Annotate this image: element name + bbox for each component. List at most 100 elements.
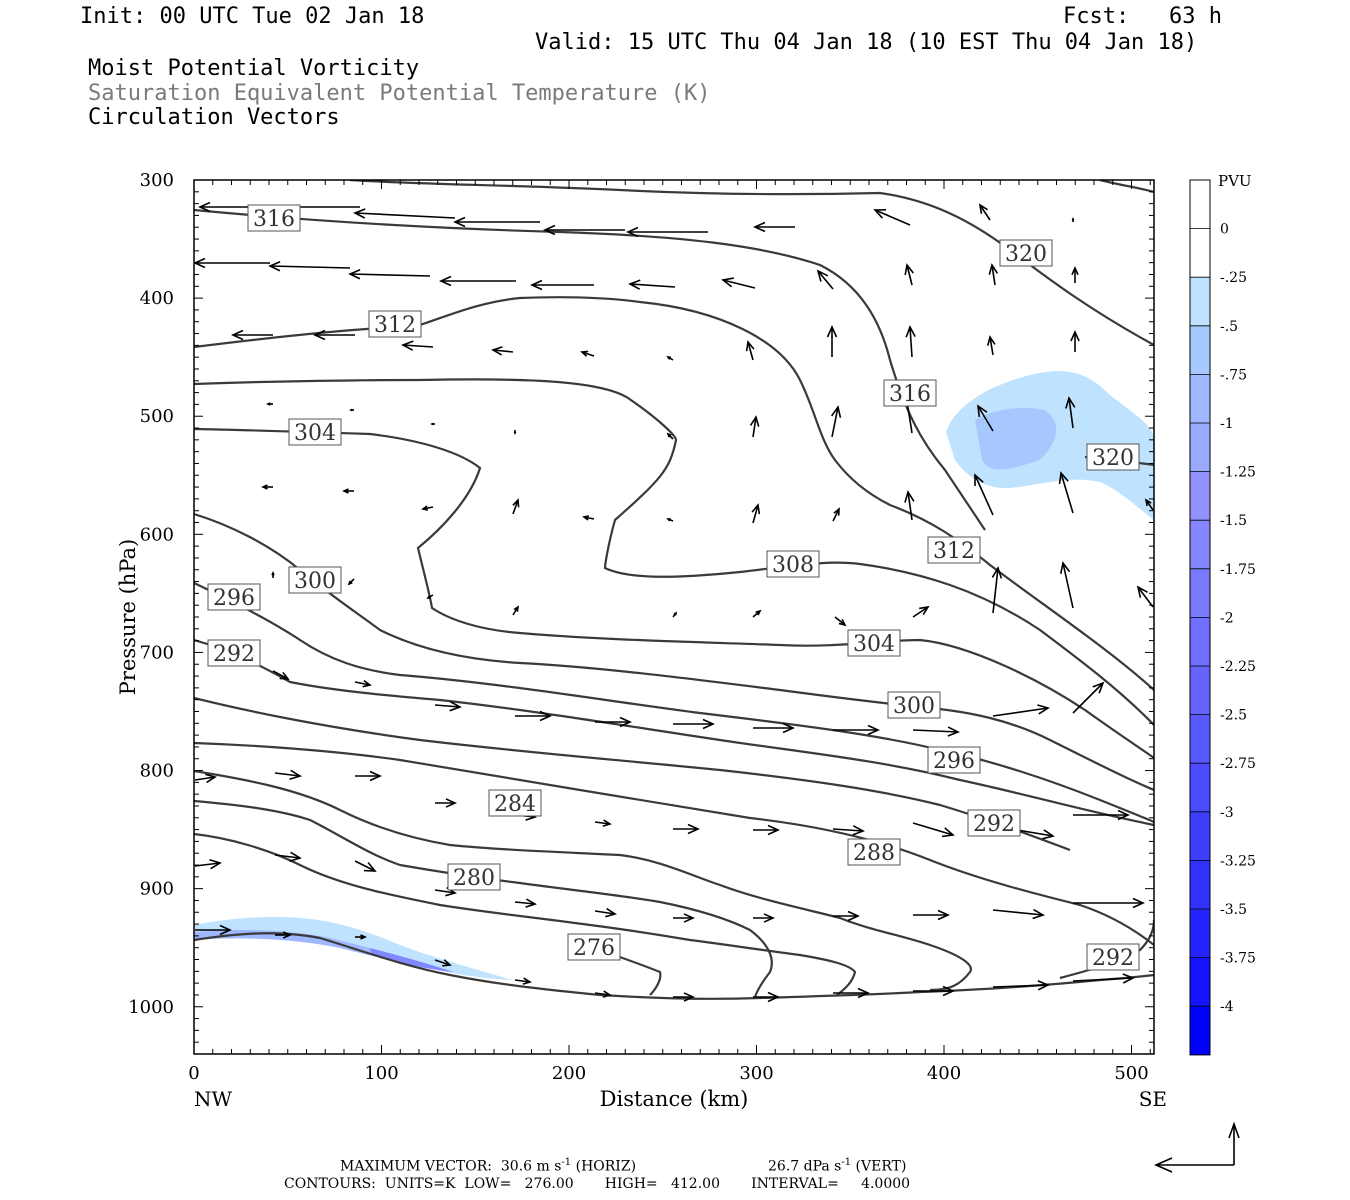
- contour-label: 320: [999, 239, 1053, 267]
- colorbar-label: -4: [1220, 999, 1234, 1015]
- contour-line: [194, 741, 1154, 946]
- svg-text:288: 288: [853, 841, 895, 866]
- circulation-vector: [904, 263, 914, 286]
- circulation-vector: [453, 216, 540, 228]
- forecast-hour: Fcst: 63 h: [1063, 4, 1222, 29]
- circulation-vector: [833, 910, 860, 922]
- circulation-vector: [673, 718, 715, 730]
- x-tick-label: 100: [364, 1063, 398, 1084]
- circulation-vector: [988, 263, 999, 286]
- svg-text:292: 292: [973, 812, 1015, 837]
- circulation-vector: [594, 907, 617, 918]
- circulation-vector: [912, 726, 960, 737]
- pv-shade-lower-left-core: [370, 948, 452, 972]
- circulation-vector: [749, 415, 760, 438]
- circulation-vector: [905, 325, 916, 358]
- circulation-vector: [913, 909, 950, 921]
- circulation-vector: [1072, 973, 1135, 984]
- circulation-vector: [275, 931, 292, 939]
- circulation-vector: [1065, 396, 1076, 429]
- circulation-vector: [594, 990, 612, 998]
- colorbar-bin: [1190, 277, 1210, 327]
- circulation-vector: [992, 704, 1050, 717]
- field-title-theta-es: Saturation Equivalent Potential Temperat…: [88, 81, 711, 106]
- circulation-vector: [912, 822, 955, 838]
- reference-arrowhead: [1154, 1157, 1173, 1173]
- colorbar-units: PVU: [1218, 172, 1252, 190]
- contour-label: 316: [883, 379, 937, 407]
- circulation-vector: [992, 908, 1045, 920]
- circulation-vector: [1072, 681, 1105, 714]
- circulation-vector: [816, 269, 834, 290]
- colorbar-bin: [1190, 568, 1210, 618]
- contour-label: 292: [967, 809, 1021, 837]
- contour-label: 312: [927, 536, 981, 564]
- contour-line: [194, 582, 1154, 824]
- circulation-vector: [833, 724, 880, 736]
- svg-text:292: 292: [213, 642, 255, 667]
- x-tick-label: 200: [552, 1063, 586, 1084]
- svg-text:316: 316: [253, 207, 295, 232]
- x-tick-label: 500: [1114, 1063, 1148, 1084]
- circulation-vector: [753, 722, 795, 734]
- circulation-vector: [976, 404, 994, 432]
- svg-text:300: 300: [893, 694, 935, 719]
- circulation-vector: [401, 340, 434, 351]
- y-tick-label: 700: [140, 642, 174, 663]
- contour-label: 308: [766, 550, 820, 578]
- svg-text:292: 292: [1092, 946, 1134, 971]
- colorbar-label: -2: [1220, 610, 1234, 626]
- contour-label: 320: [1086, 443, 1140, 471]
- contour-line: [194, 769, 973, 992]
- max-vector-horiz-value: MAXIMUM VECTOR: 30.6 m s: [340, 1158, 562, 1175]
- circulation-vector: [673, 992, 695, 1002]
- svg-text:320: 320: [1092, 446, 1134, 471]
- circulation-vector: [1071, 266, 1079, 283]
- circulation-vector: [274, 851, 302, 863]
- y-tick-label: 500: [140, 406, 174, 427]
- circulation-vector: [1073, 897, 1145, 909]
- units-exponent: -1: [561, 1157, 572, 1168]
- circulation-vector: [342, 488, 354, 494]
- circulation-vector: [595, 716, 632, 728]
- pv-shading: [194, 371, 1154, 980]
- colorbar-bin: [1190, 374, 1210, 424]
- colorbar-label: -.75: [1220, 367, 1247, 383]
- y-axis-label: Pressure (hPa): [116, 539, 140, 695]
- valid-time: Valid: 15 UTC Thu 04 Jan 18 (10 EST Thu …: [535, 30, 1198, 55]
- circulation-vector: [348, 269, 431, 280]
- circulation-vector: [1136, 585, 1154, 608]
- pv-shade-upper-right-core: [975, 408, 1057, 470]
- colorbar-label: -1.25: [1220, 465, 1256, 481]
- colorbar-label: -3.25: [1220, 853, 1256, 869]
- circulation-vector: [830, 405, 842, 438]
- units-exponent: -1: [841, 1157, 852, 1168]
- circulation-vector: [904, 490, 915, 521]
- contour-line: [1059, 919, 1154, 980]
- contour-info: CONTOURS: UNITS=K LOW= 276.00 HIGH= 412.…: [284, 1176, 911, 1192]
- circulation-vector: [986, 335, 996, 356]
- circulation-vector: [751, 503, 761, 524]
- contour-label: 316: [247, 204, 301, 232]
- max-vector-vert-label: (VERT): [851, 1158, 907, 1175]
- circulation-vector: [832, 507, 840, 522]
- circulation-vector: [266, 402, 273, 406]
- circulation-vector: [1071, 217, 1075, 222]
- colorbar-bin: [1190, 617, 1210, 667]
- colorbar-label: -3.5: [1220, 902, 1247, 918]
- circulation-vector: [194, 858, 222, 870]
- circulation-vector: [912, 605, 930, 618]
- circulation-vector: [355, 934, 367, 940]
- colorbar-bin: [1190, 423, 1210, 473]
- x-tick-label: 300: [739, 1063, 773, 1084]
- y-tick-label: 800: [140, 761, 174, 782]
- contour-line: [194, 427, 1154, 759]
- contour-label: 288: [847, 838, 901, 866]
- circulation-vector: [673, 913, 695, 923]
- contour-line: [194, 378, 1154, 726]
- contour-line: [194, 638, 1154, 827]
- colorbar-bin: [1190, 909, 1210, 959]
- colorbar-bin: [1190, 860, 1210, 910]
- svg-text:284: 284: [494, 792, 536, 817]
- circulation-vector: [355, 770, 382, 782]
